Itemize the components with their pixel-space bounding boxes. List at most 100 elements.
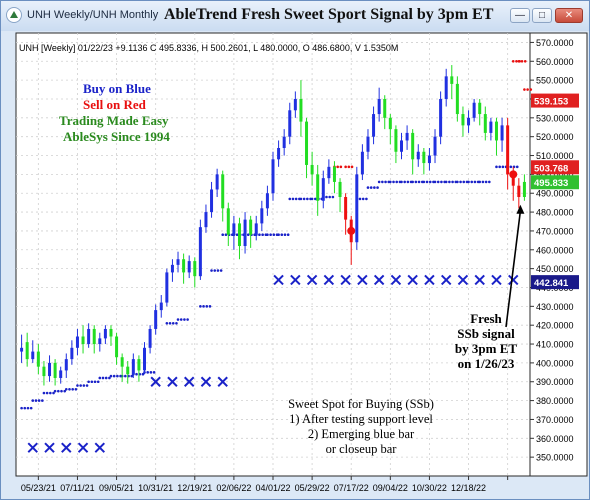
- candle-body: [226, 208, 230, 235]
- close-icon: ✕: [564, 10, 574, 21]
- app-logo-icon: [6, 7, 22, 23]
- ssb-marker: [390, 274, 402, 286]
- support-dot: [205, 305, 209, 308]
- support-dot: [82, 384, 86, 387]
- close-button[interactable]: ✕: [555, 8, 583, 23]
- support-dot: [515, 165, 519, 169]
- support-dot: [365, 197, 368, 201]
- candle-body: [170, 264, 174, 273]
- candle-body: [193, 261, 197, 277]
- support-dot: [462, 180, 466, 184]
- y-tick-label: 520.0000: [536, 132, 574, 142]
- annotation-arrow: [505, 210, 522, 328]
- resistance-dot: [339, 165, 343, 169]
- ssb-marker: [457, 274, 469, 286]
- candle-body: [120, 357, 124, 367]
- support-dot: [392, 180, 395, 184]
- window-title: AbleTrend Fresh Sweet Sport Signal by 3p…: [164, 6, 494, 23]
- y-tick-label: 350.0000: [536, 453, 574, 463]
- candle-body: [500, 125, 504, 141]
- candle-body: [439, 98, 443, 137]
- candle-body: [243, 219, 247, 247]
- support-dot: [20, 406, 23, 410]
- candle-body: [25, 342, 29, 360]
- candle-body: [394, 129, 398, 152]
- candle-body: [31, 351, 35, 360]
- support-dot: [87, 380, 90, 384]
- candle-body: [366, 136, 370, 152]
- y-tick-label: 510.0000: [536, 151, 574, 161]
- support-dot: [488, 180, 491, 184]
- support-dot: [373, 186, 376, 189]
- support-dot: [456, 180, 459, 184]
- support-dot: [109, 374, 113, 378]
- maximize-button[interactable]: □: [532, 8, 552, 23]
- candle-body: [321, 178, 325, 201]
- y-tick-label: 570.0000: [536, 38, 574, 48]
- candle-body: [277, 147, 281, 160]
- support-dot: [98, 376, 102, 380]
- support-dot: [369, 186, 373, 189]
- candle-body: [64, 359, 68, 371]
- candle-body: [237, 223, 241, 247]
- sell-signal-dot: [509, 170, 518, 179]
- support-dot: [171, 322, 175, 325]
- candle-body: [344, 197, 348, 220]
- support-dot: [361, 197, 365, 201]
- ssb-marker: [167, 376, 178, 387]
- candle-body: [92, 328, 96, 345]
- ssb-marker: [323, 274, 335, 286]
- candle-body: [148, 328, 152, 348]
- ssb-marker: [44, 442, 55, 453]
- support-dot: [29, 406, 33, 410]
- candle-body: [254, 223, 258, 235]
- candle-body: [522, 181, 526, 198]
- y-tick-label: 360.0000: [536, 434, 574, 444]
- chart-tabs[interactable]: UNH Weekly/UNH Monthly: [27, 9, 159, 21]
- candle-body: [87, 328, 91, 345]
- note-line: 2) Emerging blue bar: [307, 427, 415, 441]
- support-dot: [283, 233, 287, 237]
- support-dot: [45, 391, 49, 395]
- candle-body: [103, 328, 107, 339]
- y-tick-label: 410.0000: [536, 340, 574, 350]
- support-dot: [57, 389, 60, 393]
- candle-body: [131, 359, 135, 375]
- price-label: 442.841: [534, 278, 569, 289]
- candle-body: [517, 185, 521, 198]
- x-tick-label: 05/23/21: [21, 483, 56, 493]
- support-dot: [146, 371, 149, 374]
- support-dot: [74, 387, 78, 391]
- candle-body: [265, 193, 269, 209]
- minimize-button[interactable]: —: [510, 8, 530, 23]
- y-tick-label: 490.0000: [536, 189, 574, 199]
- support-dot: [213, 269, 217, 272]
- support-dot: [60, 389, 63, 393]
- resistance-dot: [523, 59, 527, 63]
- candle-body: [310, 164, 314, 175]
- price-chart[interactable]: 350.0000 360.0000 370.0000 380.0000 390.0000…: [12, 31, 588, 499]
- support-dot: [219, 269, 223, 272]
- candle-body: [377, 98, 381, 115]
- y-tick-label: 370.0000: [536, 415, 574, 425]
- support-dot: [135, 372, 138, 376]
- support-dot: [183, 318, 186, 321]
- support-dot: [484, 180, 488, 184]
- support-dot: [310, 197, 314, 201]
- ssb-marker: [61, 442, 72, 453]
- resistance-dot: [347, 165, 351, 169]
- ssb-marker: [440, 274, 452, 286]
- title-bar[interactable]: UNH Weekly/UNH Monthly AbleTrend Fresh S…: [1, 1, 589, 31]
- candle-body: [260, 208, 264, 224]
- candle-body: [126, 366, 130, 375]
- price-label-box: [531, 175, 579, 190]
- candle-body: [444, 76, 448, 99]
- support-dot: [199, 305, 202, 308]
- support-dot: [436, 180, 440, 184]
- support-dot: [467, 180, 470, 184]
- y-tick-label: 500.0000: [536, 170, 574, 180]
- x-tick-label: 07/11/21: [60, 483, 94, 493]
- candle-body: [115, 336, 119, 358]
- annotation-line: by 3pm ET: [454, 341, 518, 356]
- price-label-box: [531, 93, 579, 108]
